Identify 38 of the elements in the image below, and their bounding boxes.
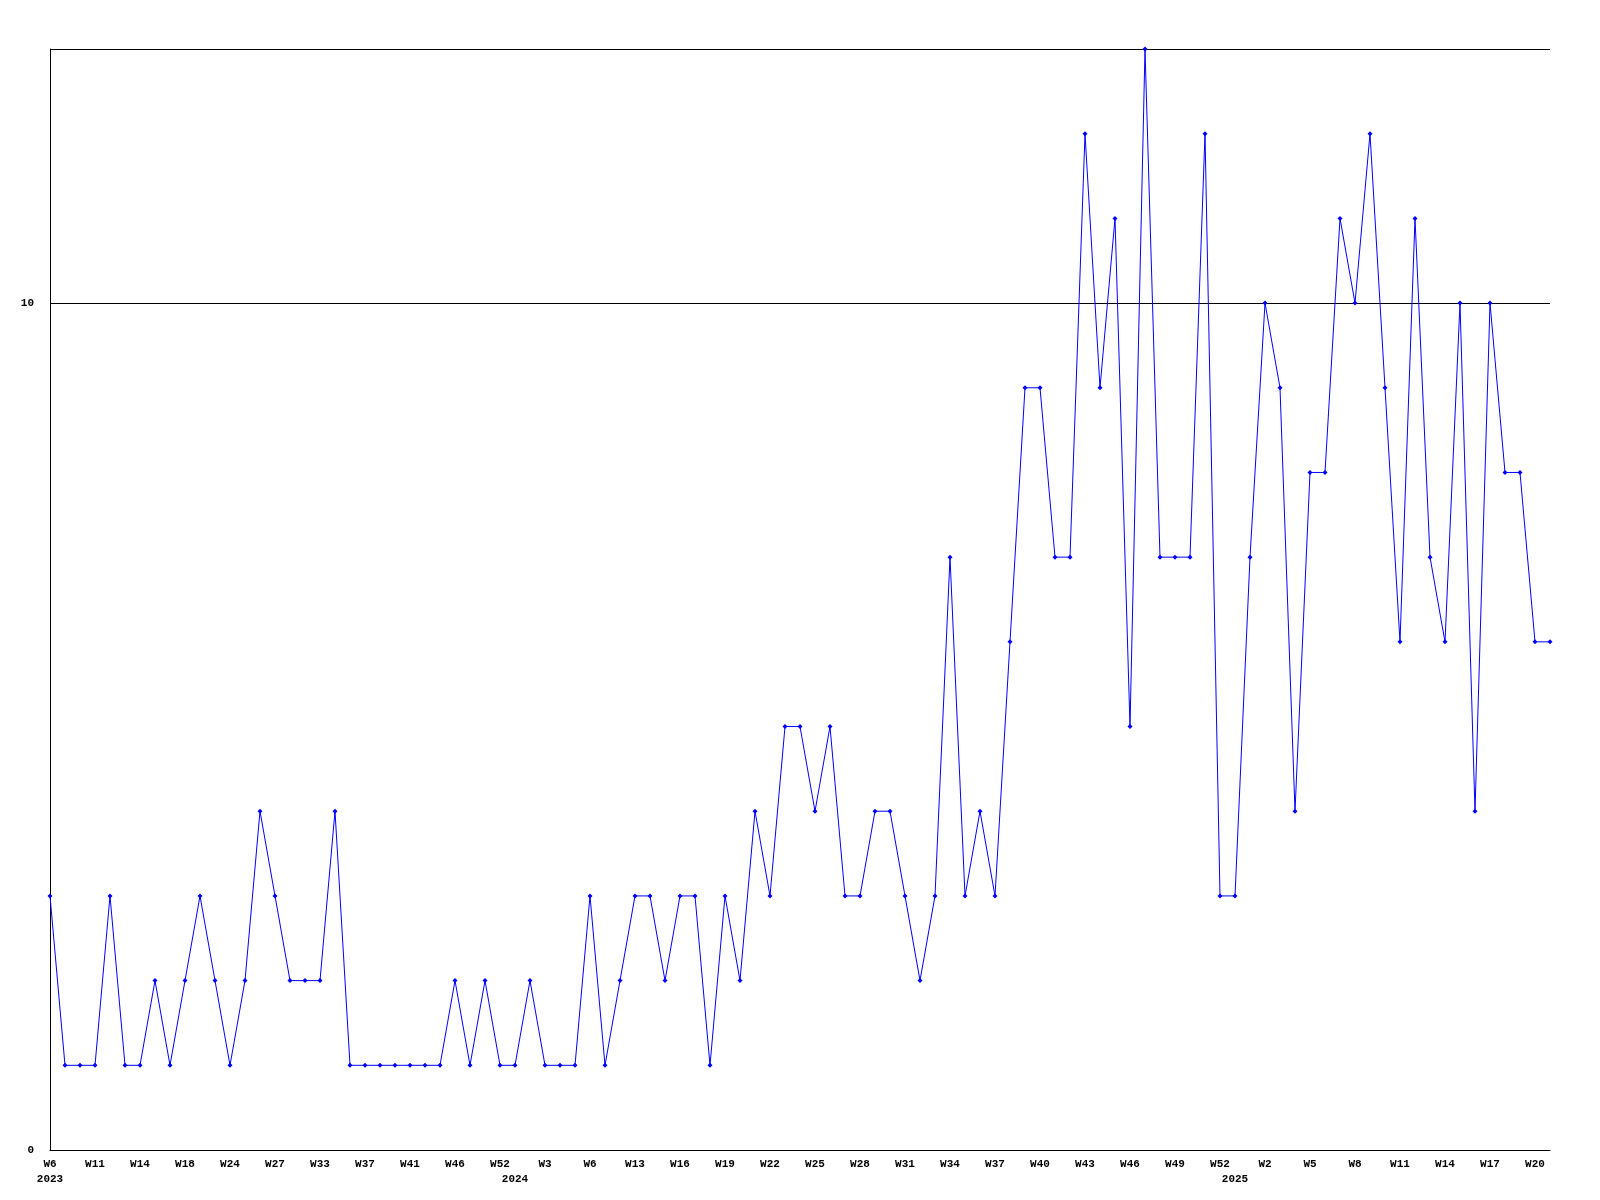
x-tick-label: W13	[625, 1157, 646, 1170]
x-tick-label: W33	[310, 1157, 331, 1170]
x-tick-label: 2025	[1221, 1172, 1249, 1185]
x-tick-label: W22	[760, 1157, 780, 1170]
x-tick-label: W2	[1258, 1157, 1272, 1170]
x-tick-label: W27	[265, 1157, 285, 1170]
x-tick-label: W46	[445, 1157, 465, 1170]
x-tick-label: W24	[220, 1157, 241, 1170]
x-tick-label: W25	[805, 1157, 826, 1170]
x-tick-label: W6 2023	[36, 1157, 64, 1185]
x-tick-label: W31	[895, 1157, 916, 1170]
x-tick-label: 2024	[501, 1172, 529, 1185]
x-tick-label: W8	[1348, 1157, 1362, 1170]
x-tick-label: W20	[1525, 1157, 1545, 1170]
x-tick-label: W14	[1435, 1157, 1456, 1170]
x-tick-label: W17	[1480, 1157, 1500, 1170]
x-tick-label: W46	[1120, 1157, 1140, 1170]
x-tick-label: W34	[940, 1157, 961, 1170]
y-tick-label: 10	[20, 297, 34, 310]
x-tick-label: W43	[1075, 1157, 1096, 1170]
x-tick-label: W11	[85, 1157, 106, 1170]
x-tick-label: W28	[850, 1157, 871, 1170]
x-tick-label: W40	[1030, 1157, 1050, 1170]
x-tick-label: W6	[583, 1157, 597, 1170]
y-tick-label: 0	[27, 1144, 34, 1156]
x-tick-label: W52	[1210, 1157, 1230, 1170]
x-tick-label: W41	[400, 1157, 421, 1170]
x-tick-label: W14	[130, 1157, 151, 1170]
x-tick-label: W37	[985, 1157, 1005, 1170]
x-tick-label: W5	[1303, 1157, 1317, 1170]
x-tick-label: W11	[1390, 1157, 1411, 1170]
x-tick-label: W19	[715, 1157, 735, 1170]
x-tick-label: W18	[175, 1157, 196, 1170]
x-tick-label: W16	[670, 1157, 690, 1170]
x-tick-label: W37	[355, 1157, 375, 1170]
x-tick-label: W49	[1165, 1157, 1185, 1170]
x-tick-label: W3	[538, 1157, 552, 1170]
x-tick-label: W52	[490, 1157, 510, 1170]
